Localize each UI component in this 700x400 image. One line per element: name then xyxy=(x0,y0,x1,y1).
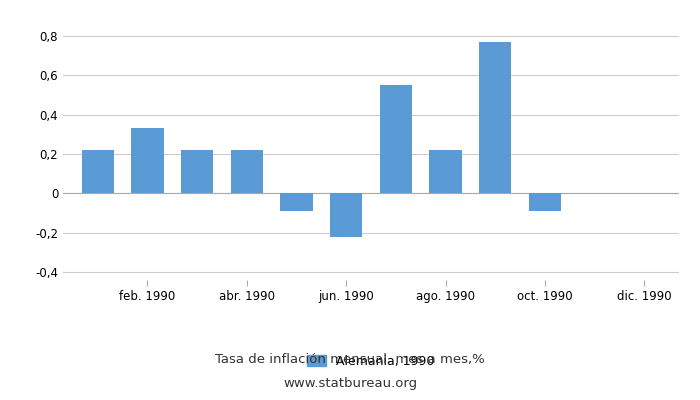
Bar xyxy=(379,85,412,193)
Bar xyxy=(231,150,263,193)
Bar xyxy=(181,150,214,193)
Bar xyxy=(132,128,164,193)
Bar xyxy=(429,150,462,193)
Text: www.statbureau.org: www.statbureau.org xyxy=(283,378,417,390)
Legend: Alemania, 1990: Alemania, 1990 xyxy=(302,350,440,372)
Bar xyxy=(82,150,114,193)
Bar xyxy=(528,193,561,211)
Bar xyxy=(479,42,511,193)
Bar xyxy=(280,193,313,211)
Bar xyxy=(330,193,363,237)
Text: Tasa de inflación mensual, mes a mes,%: Tasa de inflación mensual, mes a mes,% xyxy=(215,354,485,366)
